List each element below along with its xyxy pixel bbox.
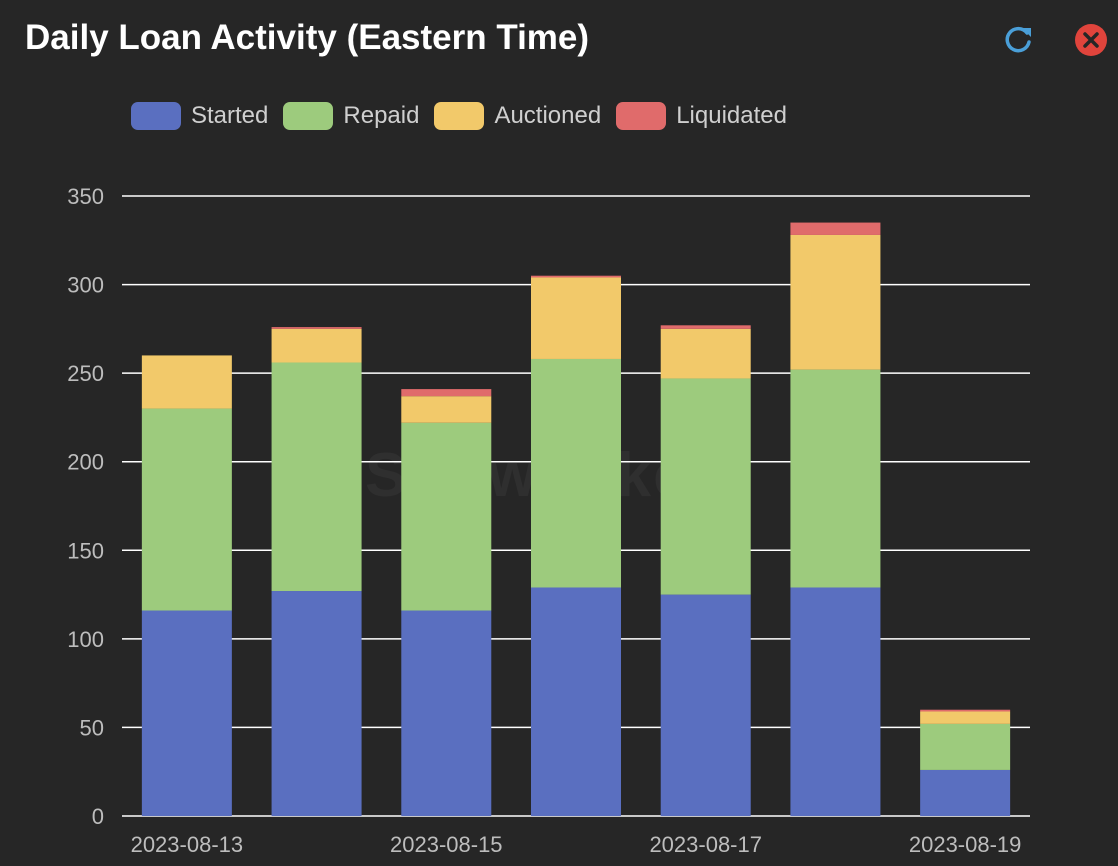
legend-swatch-repaid <box>283 102 334 130</box>
bar-liquidated[interactable] <box>920 709 1011 712</box>
bar-repaid[interactable] <box>531 358 621 588</box>
legend-swatch-liquidated <box>616 102 667 130</box>
legend-label-liquidated: Liquidated <box>676 102 787 129</box>
legend-label-repaid: Repaid <box>343 102 420 129</box>
bar-auctioned[interactable] <box>790 234 881 370</box>
chart-title: Daily Loan Activity (Eastern Time) <box>25 18 590 57</box>
bar-auctioned[interactable] <box>271 328 362 363</box>
bar-repaid[interactable] <box>790 369 881 588</box>
x-tick-label: 2023-08-19 <box>909 832 1022 857</box>
bar-started[interactable] <box>790 587 881 816</box>
y-tick-label: 50 <box>80 715 104 740</box>
bar-liquidated[interactable] <box>660 325 751 329</box>
bar-started[interactable] <box>401 610 492 816</box>
bar-repaid[interactable] <box>920 723 1011 770</box>
bar-repaid[interactable] <box>401 422 492 611</box>
legend-item-repaid[interactable]: Repaid <box>283 102 419 130</box>
chart-legend: Started Repaid Auctioned Liquidated <box>131 100 802 132</box>
legend-label-auctioned: Auctioned <box>494 102 602 129</box>
x-tick-label: 2023-08-13 <box>131 832 244 857</box>
bar-auctioned[interactable] <box>660 328 751 379</box>
bar-liquidated[interactable] <box>531 275 621 278</box>
legend-swatch-started <box>131 102 181 130</box>
bar-auctioned[interactable] <box>141 355 232 409</box>
y-tick-label: 250 <box>67 361 104 386</box>
bar-repaid[interactable] <box>271 362 362 592</box>
bar-liquidated[interactable] <box>790 222 881 235</box>
y-tick-label: 200 <box>67 450 104 475</box>
close-icon <box>1075 24 1107 56</box>
refresh-icon <box>1005 26 1031 53</box>
close-button[interactable] <box>1073 22 1109 58</box>
legend-item-started[interactable]: Started <box>131 102 268 130</box>
bar-auctioned[interactable] <box>920 711 1011 724</box>
bar-started[interactable] <box>141 610 232 816</box>
refresh-button[interactable] <box>1000 22 1036 58</box>
y-tick-label: 150 <box>67 538 104 563</box>
x-tick-label: 2023-08-15 <box>390 832 503 857</box>
legend-label-started: Started <box>191 102 269 129</box>
bar-liquidated[interactable] <box>401 389 492 397</box>
x-tick-label: 2023-08-17 <box>649 832 762 857</box>
y-tick-label: 0 <box>92 804 104 829</box>
bar-started[interactable] <box>920 769 1011 816</box>
bar-auctioned[interactable] <box>531 277 621 359</box>
bar-started[interactable] <box>271 591 362 816</box>
legend-item-liquidated[interactable]: Liquidated <box>616 102 787 130</box>
bar-liquidated[interactable] <box>271 327 362 329</box>
legend-item-auctioned[interactable]: Auctioned <box>434 102 601 130</box>
y-tick-label: 300 <box>67 273 104 298</box>
y-tick-label: 100 <box>67 627 104 652</box>
legend-swatch-auctioned <box>434 102 485 130</box>
bar-auctioned[interactable] <box>401 396 492 423</box>
bar-repaid[interactable] <box>141 408 232 611</box>
bar-started[interactable] <box>531 587 621 816</box>
bar-started[interactable] <box>660 594 751 816</box>
bar-repaid[interactable] <box>660 378 751 595</box>
y-tick-label: 350 <box>67 184 104 209</box>
